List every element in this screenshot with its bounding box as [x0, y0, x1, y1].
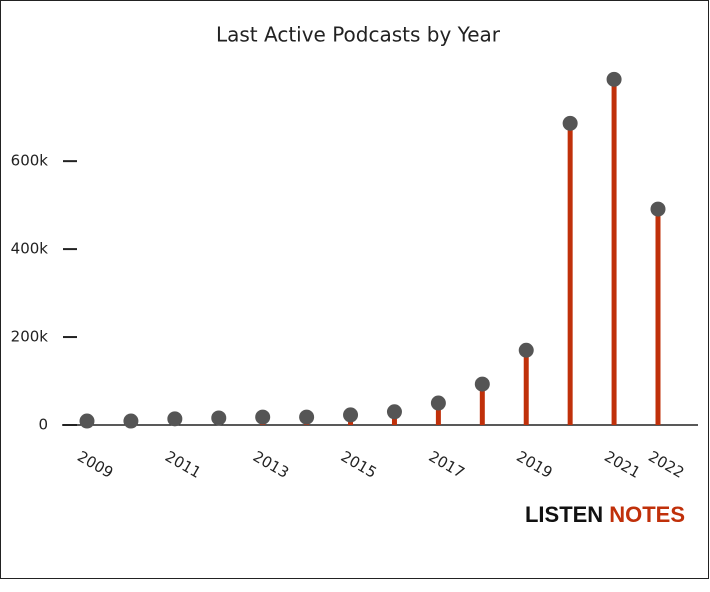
- dot: [562, 115, 578, 131]
- dot: [430, 395, 446, 411]
- y-tick-label: 400k: [11, 240, 49, 258]
- chart-title: Last Active Podcasts by Year: [216, 23, 501, 47]
- y-tick-label: 0: [38, 416, 48, 434]
- dot: [606, 71, 622, 87]
- dot: [386, 404, 402, 420]
- dot: [211, 410, 227, 426]
- logo: LISTEN NOTES: [525, 502, 685, 527]
- dot: [650, 201, 666, 217]
- dot: [123, 413, 139, 429]
- dot: [79, 413, 95, 429]
- dot: [474, 376, 490, 392]
- y-tick-label: 600k: [11, 152, 49, 170]
- logo-second: NOTES: [609, 502, 685, 527]
- y-tick-label: 200k: [11, 328, 49, 346]
- logo-first: LISTEN: [525, 502, 603, 527]
- frame: [0, 0, 709, 579]
- dot: [255, 409, 271, 425]
- dot: [299, 409, 315, 425]
- dot: [167, 411, 183, 427]
- dot: [518, 342, 534, 358]
- dot: [343, 407, 359, 423]
